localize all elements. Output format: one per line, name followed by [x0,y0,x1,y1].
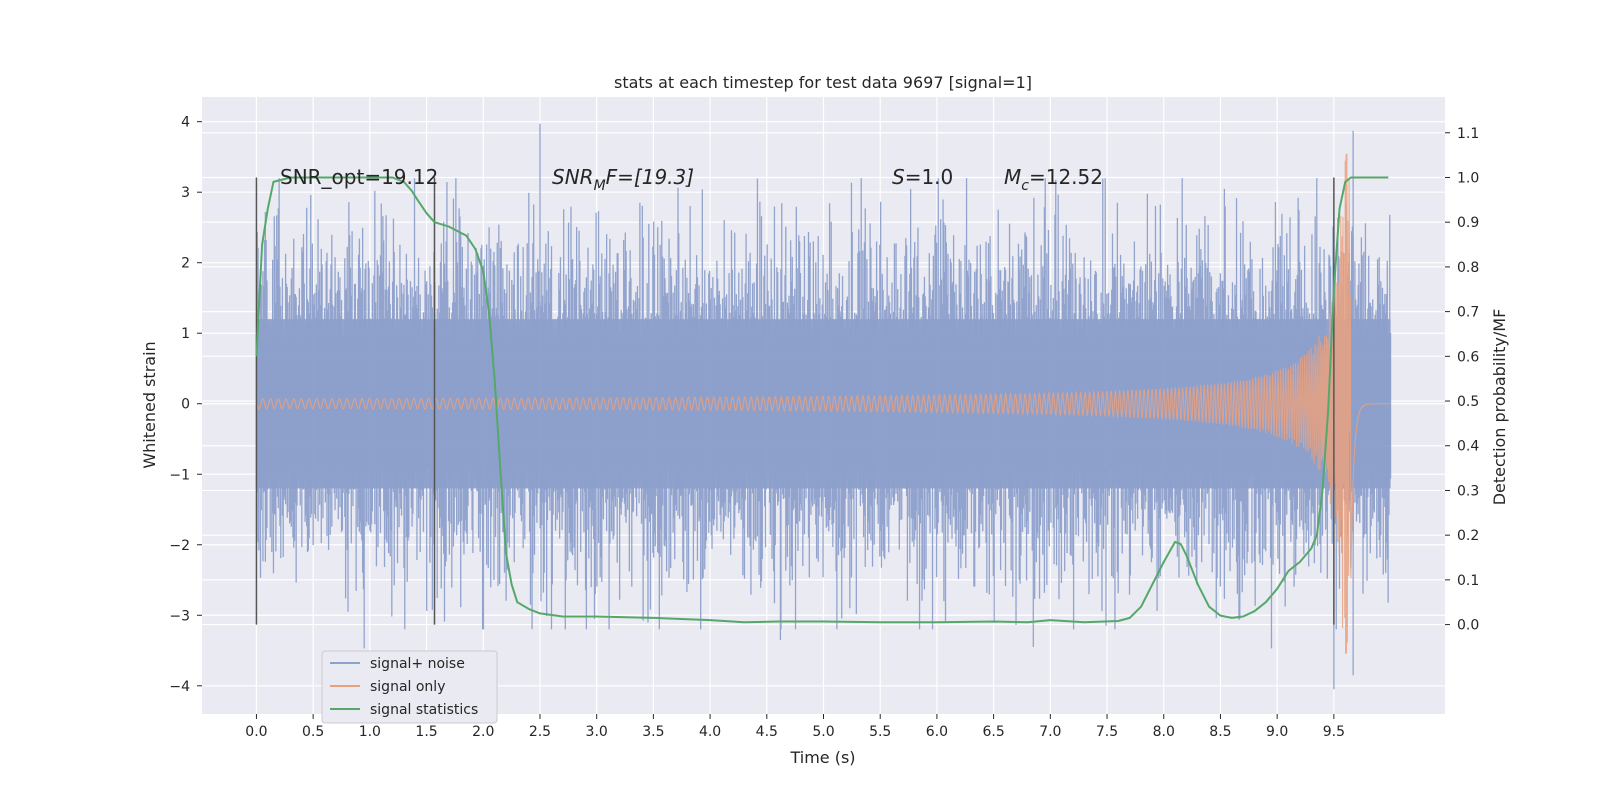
x-tick-label: 4.5 [756,724,778,740]
x-tick-label: 2.5 [529,724,551,740]
x-tick-label: 5.0 [812,724,834,740]
y-tick-label: −2 [169,538,190,554]
y-tick-label: −4 [169,679,190,695]
x-tick-label: 1.0 [359,724,381,740]
x-tick-label: 6.0 [926,724,948,740]
annotation-s: S=1.0 [892,165,953,189]
x-tick-label: 2.0 [472,724,494,740]
y-right-tick-label: 1.0 [1457,170,1479,186]
annotation-mc: Mc=12.52 [1004,165,1103,194]
signal-only-line [255,153,1391,655]
series-signal-only [255,153,1391,655]
y-right-tick-label: 0.8 [1457,260,1479,276]
x-axis-label: Time (s) [789,748,855,767]
y-right-tick-label: 1.1 [1457,126,1479,142]
x-tick-label: 3.0 [586,724,608,740]
y-right-tick-label: 0.7 [1457,305,1479,321]
legend-label-signal-statistics: signal statistics [370,702,478,718]
y-tick-label: 3 [181,185,190,201]
y-right-tick-label: 0.3 [1457,483,1479,499]
y-right-tick-label: 0.1 [1457,573,1479,589]
y-tick-label: 4 [181,115,190,131]
annotation-snr-mf: SNRMF=[19.3] [552,165,694,194]
y-right-tick-label: 0.9 [1457,215,1479,231]
legend-label-signal-noise: signal+ noise [370,656,465,672]
x-tick-label: 0.0 [245,724,267,740]
y-axis-right-ticks: 1.1 1.0 0.9 0.8 0.7 0.6 0.5 0.4 0.3 0.2 0.1 0.0 [1445,126,1479,634]
y-right-tick-label: 0.6 [1457,349,1479,365]
x-tick-label: 9.0 [1266,724,1288,740]
x-tick-label: 8.0 [1153,724,1175,740]
y-tick-label: 2 [181,256,190,272]
y-right-tick-label: 0.5 [1457,394,1479,410]
y-axis-left-ticks: 4 3 2 1 0 −1 −2 −3 −4 [169,115,202,695]
x-tick-label: 7.0 [1039,724,1061,740]
annotation-snr-opt: SNR_opt=19.12 [280,165,438,189]
y-tick-label: −1 [169,467,190,483]
x-tick-label: 9.5 [1323,724,1345,740]
series-signal-statistics [255,176,1389,624]
vertical-markers [255,177,1335,625]
x-axis-ticks: 0.0 0.5 1.0 1.5 2.0 2.5 3.0 3.5 4.0 4.5 5.0 5.5 6.0 6… [245,714,1345,740]
y-axis-left-label: Whitened strain [140,341,159,468]
legend-box [321,650,498,724]
x-tick-label: 5.5 [869,724,891,740]
legend-label-signal-only: signal only [370,679,445,695]
y-right-tick-label: 0.2 [1457,528,1479,544]
x-tick-label: 8.5 [1209,724,1231,740]
x-tick-label: 0.5 [302,724,324,740]
y-tick-label: −3 [169,608,190,624]
y-right-tick-label: 0.0 [1457,618,1479,634]
chart-title: stats at each timestep for test data 969… [614,73,1032,92]
x-tick-label: 1.5 [415,724,437,740]
x-tick-label: 3.5 [642,724,664,740]
x-tick-label: 6.5 [982,724,1004,740]
x-tick-label: 4.0 [699,724,721,740]
x-tick-label: 7.5 [1096,724,1118,740]
y-tick-label: 0 [181,397,190,413]
y-tick-label: 1 [181,326,190,342]
signal-statistics-line [255,176,1389,624]
y-axis-right-label: Detection probability/MF [1490,309,1509,506]
legend: signal+ noise signal only signal statist… [321,650,498,724]
y-right-tick-label: 0.4 [1457,439,1479,455]
